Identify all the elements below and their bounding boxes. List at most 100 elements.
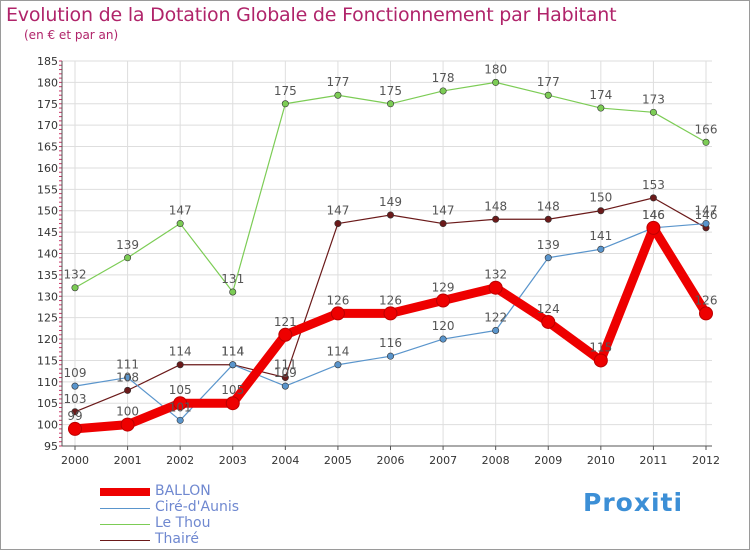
- data-label-2-2003: 131: [221, 272, 244, 286]
- series-3-point-2001: [124, 386, 132, 394]
- data-label-2-2002: 147: [169, 204, 192, 218]
- data-label-0-2007: 129: [432, 281, 455, 295]
- x-tick-label-2011: 2011: [639, 454, 667, 467]
- data-label-1-2009: 139: [537, 238, 560, 252]
- ballon-point-2009: [541, 314, 556, 329]
- series-3-point-2002: [176, 361, 184, 369]
- data-label-1-2008: 122: [484, 311, 507, 325]
- data-label-3-2010: 150: [589, 191, 612, 205]
- y-tick-label-160: 160: [37, 162, 58, 175]
- x-tick-label-2010: 2010: [587, 454, 615, 467]
- ballon-point-2012: [699, 306, 713, 321]
- series-2-point-2007: [439, 87, 447, 95]
- series-2-point-2005: [334, 91, 342, 99]
- chart-subtitle: (en € et par an): [24, 28, 119, 42]
- data-label-0-2005: 126: [326, 293, 349, 307]
- x-tick-label-2006: 2006: [377, 454, 405, 467]
- series-1-point-2002: [176, 416, 184, 424]
- data-label-2-2011: 173: [642, 92, 665, 106]
- data-label-3-2002: 114: [169, 345, 192, 359]
- data-label-1-2000: 109: [64, 366, 87, 380]
- data-label-0-2000: 99: [67, 409, 82, 423]
- legend-label-ballon: BALLON: [155, 483, 211, 499]
- ballon-point-2005: [330, 306, 345, 321]
- data-label-3-2000: 103: [64, 392, 87, 406]
- y-tick-label-180: 180: [37, 76, 58, 89]
- data-label-1-2011: 146: [642, 208, 665, 222]
- ballon-point-2008: [488, 280, 503, 295]
- data-label-1-2001: 111: [116, 358, 139, 372]
- x-tick-label-2004: 2004: [271, 454, 299, 467]
- series-3-point-2011: [649, 194, 657, 202]
- series-2-point-2009: [544, 91, 552, 99]
- y-tick-label-130: 130: [37, 290, 58, 303]
- legend-label-le-thou: Le Thou: [155, 515, 211, 531]
- series-2-point-2004: [281, 100, 289, 108]
- y-tick-label-110: 110: [37, 376, 58, 389]
- data-label-3-2007: 147: [432, 204, 455, 218]
- ballon-point-2000: [68, 421, 82, 436]
- series-1-point-2003: [229, 361, 237, 369]
- data-label-2-2009: 177: [537, 75, 560, 89]
- series-2-point-2010: [597, 104, 605, 112]
- ballon-point-2001: [120, 417, 135, 432]
- y-tick-label-175: 175: [37, 98, 58, 111]
- series-1-point-2010: [597, 245, 605, 253]
- ballon-point-2003: [225, 396, 240, 411]
- x-tick-label-2012: 2012: [692, 454, 720, 467]
- data-label-3-2012: 146: [695, 208, 718, 222]
- legend-label-cire-d-aunis: Ciré-d'Aunis: [155, 499, 240, 515]
- data-label-1-2010: 141: [589, 229, 612, 243]
- data-label-0-2012: 126: [695, 293, 718, 307]
- data-label-3-2006: 149: [379, 195, 402, 209]
- data-label-3-2001: 108: [116, 370, 139, 384]
- data-label-2-2001: 139: [116, 238, 139, 252]
- series-1-point-2009: [544, 254, 552, 262]
- series-3-point-2004: [281, 374, 289, 382]
- data-label-1-2005: 114: [326, 345, 349, 359]
- x-tick-label-2009: 2009: [534, 454, 562, 467]
- data-label-2-2005: 177: [326, 75, 349, 89]
- data-label-0-2011: 146: [642, 208, 665, 222]
- data-label-1-2012: 147: [695, 204, 718, 218]
- legend-swatch-le-thou: [100, 524, 150, 525]
- series-1-point-2001: [124, 374, 132, 382]
- series-3-point-2008: [492, 215, 500, 223]
- y-tick-label-170: 170: [37, 119, 58, 132]
- series-2-point-2003: [229, 288, 237, 296]
- series-1-point-2006: [386, 352, 394, 360]
- series-2-point-2011: [649, 108, 657, 116]
- y-tick-label-135: 135: [37, 269, 58, 282]
- series-2-point-2008: [492, 78, 500, 86]
- data-label-2-2007: 178: [432, 71, 455, 85]
- series-3-point-2005: [334, 220, 342, 228]
- data-label-1-2006: 116: [379, 336, 402, 350]
- x-tick-label-2005: 2005: [324, 454, 352, 467]
- series-3-point-2006: [386, 211, 394, 219]
- series-1-point-2008: [492, 326, 500, 334]
- y-tick-label-150: 150: [37, 205, 58, 218]
- y-tick-label-145: 145: [37, 226, 58, 239]
- x-tick-label-2003: 2003: [219, 454, 247, 467]
- y-tick-label-100: 100: [37, 419, 58, 432]
- data-label-0-2002: 105: [169, 383, 192, 397]
- y-tick-label-95: 95: [44, 440, 58, 453]
- data-label-0-2008: 132: [484, 268, 507, 282]
- y-tick-label-125: 125: [37, 312, 58, 325]
- y-tick-label-165: 165: [37, 141, 58, 154]
- data-labels: 132 139 147 131 175 177 175 178 180 177 174 173 166 1…: [64, 62, 718, 423]
- series-2-point-2001: [124, 254, 132, 262]
- data-label-3-2003: 114: [221, 345, 244, 359]
- x-tick-label-2001: 2001: [114, 454, 142, 467]
- data-label-3-2009: 148: [537, 199, 560, 213]
- series-1-point-2005: [334, 361, 342, 369]
- ballon-point-2007: [436, 293, 451, 308]
- data-label-1-2007: 120: [432, 319, 455, 333]
- ballon-point-2002: [173, 396, 188, 411]
- series-1-point-2012: [702, 220, 710, 228]
- ballon-point-2004: [278, 327, 293, 342]
- data-label-3-2005: 147: [326, 204, 349, 218]
- data-label-0-2009: 124: [537, 302, 560, 316]
- data-label-0-2001: 100: [116, 405, 139, 419]
